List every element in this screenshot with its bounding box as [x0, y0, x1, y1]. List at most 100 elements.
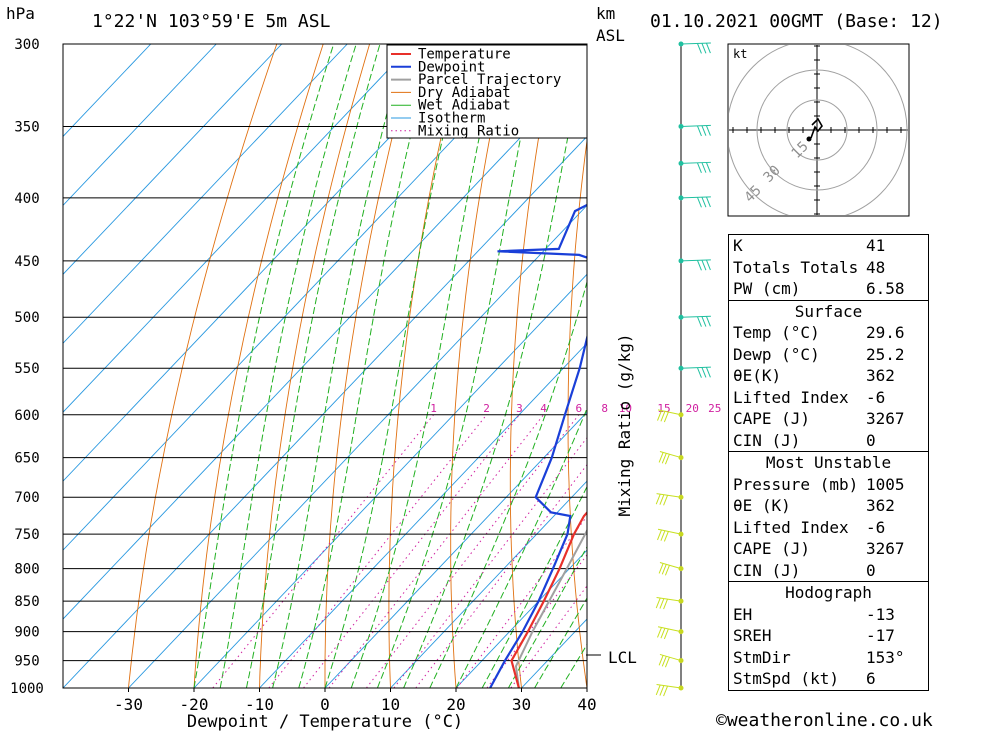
most-unstable-row: Pressure (mb) 1005 — [733, 474, 905, 494]
x-tick-label: -10 — [245, 695, 274, 714]
wind-barb-feather — [663, 411, 669, 423]
wind-barb-feather — [664, 657, 670, 668]
wind-barb — [659, 562, 682, 570]
wind-barb-feather — [701, 162, 707, 173]
lcl-label: LCL — [608, 648, 637, 667]
hodograph-title: Hodograph — [785, 583, 872, 602]
wind-barb-feather — [696, 197, 702, 208]
hodograph-ring — [756, 69, 878, 191]
pressure-tick-label: 700 — [14, 490, 39, 506]
wet-adiabat-line — [219, 44, 357, 688]
wind-barb-feather — [661, 656, 667, 667]
wind-barb-feather — [657, 529, 662, 541]
isotherm-line — [63, 44, 217, 207]
pressure-tick-label: 450 — [14, 254, 39, 270]
wet-adiabat-line — [534, 597, 587, 688]
isotherm-line — [63, 44, 479, 482]
mixing-ratio-label: 10 — [619, 402, 632, 415]
pressure-tick-label: 800 — [14, 562, 39, 578]
plot-frame — [62, 43, 588, 689]
wind-barb — [659, 450, 682, 459]
legend-entry: Parcel Trajectory — [418, 72, 561, 88]
isotherm-line — [259, 342, 587, 688]
wet-adiabat-line — [481, 485, 587, 688]
surface-row: Dewp (°C) 25.2 — [733, 344, 905, 364]
wind-barb-feather — [659, 494, 665, 505]
datetime-label: 01.10.2021 00GMT (Base: 12) — [650, 11, 943, 32]
x-tick-label: 20 — [446, 695, 465, 714]
most-unstable-row: θE (K) 362 — [733, 496, 895, 515]
mixing-ratio-label: 8 — [601, 402, 608, 415]
x-tick-label: -30 — [114, 695, 143, 714]
surface-title: Surface — [794, 301, 863, 321]
asl-unit-label: ASL — [596, 26, 625, 45]
wind-barb-feather — [696, 43, 702, 54]
temperature-line — [510, 510, 587, 688]
wind-barb — [656, 683, 682, 689]
wind-barb-feather — [663, 628, 669, 640]
parcel-trajectory-line — [514, 528, 587, 688]
x-tick-label: 40 — [577, 695, 596, 714]
wet-adiabat-line — [272, 44, 407, 688]
isotherm-line — [128, 204, 587, 688]
wind-barb-feather — [696, 316, 702, 327]
hodograph-ring — [729, 45, 908, 215]
mixing-ratio-line — [510, 585, 587, 688]
pressure-tick-label: 600 — [14, 408, 39, 424]
wind-barb-feather — [661, 564, 667, 575]
mixing-ratio-line — [365, 414, 580, 688]
indices-table: K 41 Totals Totals 48 PW (cm) 6.58 Surface … — [728, 234, 929, 691]
isotherm-line — [63, 44, 545, 551]
wind-barb-feather — [660, 530, 666, 541]
wind-barb-feather — [701, 367, 707, 378]
wind-barb-feather — [663, 531, 669, 542]
mixing-ratio-label: 3 — [516, 402, 523, 415]
credit-link[interactable]: ©weatheronline.co.uk — [716, 710, 933, 731]
storm-motion-marker — [806, 136, 812, 142]
wind-barb-feather — [696, 367, 702, 378]
legend-entry: Wet Adiabat — [418, 98, 511, 114]
hodograph-row: SREH -17 — [733, 626, 895, 645]
hodograph-row: StmSpd (kt) 6 — [733, 669, 876, 688]
wet-adiabat-line — [245, 44, 381, 688]
wind-barb — [657, 528, 682, 535]
mixing-ratio-label: 20 — [686, 402, 699, 415]
isotherm-line — [63, 66, 587, 620]
wind-barb-feather — [701, 316, 707, 327]
wind-barb-feather — [657, 410, 662, 421]
wind-barb-feather — [655, 597, 661, 609]
km-unit-label: km — [596, 4, 616, 23]
pressure-tick-label: 850 — [14, 594, 39, 610]
index-row: K 41 — [733, 236, 886, 255]
surface-row: CIN (J) 0 — [733, 430, 876, 450]
wind-barb-feather — [701, 125, 707, 136]
wind-barb-feather — [696, 260, 702, 271]
wind-barb-feather — [705, 259, 711, 271]
legend-entry: Temperature — [418, 47, 511, 63]
wind-barb-feather — [664, 565, 670, 576]
x-tick-label: 10 — [381, 695, 400, 714]
wind-barb — [657, 626, 682, 633]
mixing-ratio-label: 2 — [483, 402, 490, 415]
wind-barb — [680, 259, 711, 262]
wind-barb-feather — [655, 684, 661, 696]
pressure-tick-label: 400 — [14, 191, 39, 207]
pressure-tick-label: 500 — [14, 310, 39, 326]
mixing-ratio-line — [268, 414, 488, 688]
wind-barb — [659, 653, 682, 662]
legend-entry: Mixing Ratio — [418, 123, 519, 139]
most-unstable-row: CAPE (J) 3267 — [733, 539, 905, 558]
wind-barb-feather — [705, 125, 711, 136]
mixing-ratio-line — [415, 463, 587, 688]
mixing-ratio-line — [212, 414, 434, 688]
wind-barb-feather — [663, 685, 669, 697]
index-row: PW (cm) 6.58 — [733, 279, 905, 298]
isotherm-line — [63, 44, 348, 344]
wet-adiabat-line — [455, 407, 587, 688]
wind-barb — [680, 366, 711, 369]
wet-adiabat-line — [429, 280, 587, 688]
dewpoint-line — [489, 203, 587, 688]
wind-barb-feather — [664, 454, 670, 465]
